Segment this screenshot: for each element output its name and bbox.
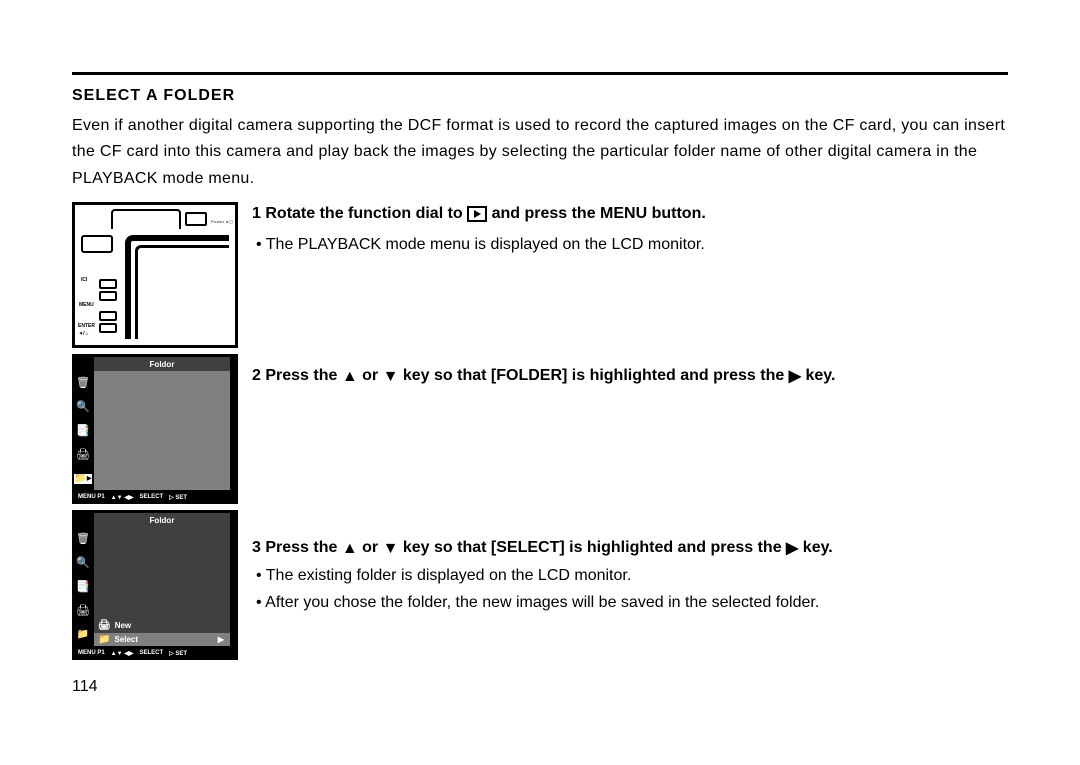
lcd1-bottom-bar: MENU P1 ▲▼ ◀▶ SELECT ▷ SET bbox=[74, 492, 236, 502]
step-2: 2 Press the ▲ or ▼ key so that [FOLDER] … bbox=[252, 364, 1008, 520]
steps-column: 1 Rotate the function dial to and press … bbox=[252, 202, 1008, 660]
enter-label: ENTER bbox=[78, 323, 95, 329]
up-arrow-icon: ▲ bbox=[342, 537, 358, 562]
print-icon: 🖨 bbox=[76, 606, 90, 617]
enter2-label: ✦/☼ bbox=[79, 331, 89, 337]
illustration-column: Power ▸▢ ICI MENU ENTER ✦/☼ Foldor 🗑 🔍 bbox=[72, 202, 238, 660]
lcd1-title: Foldor bbox=[94, 357, 230, 371]
step-1-bullet-1: The PLAYBACK mode menu is displayed on t… bbox=[252, 233, 1008, 258]
intro-paragraph: Even if another digital camera supportin… bbox=[72, 113, 1008, 192]
down-arrow-icon: ▼ bbox=[383, 537, 399, 562]
right-arrow-icon: ▶ bbox=[789, 365, 801, 390]
lcd2-arrows-label: ▲▼ ◀▶ bbox=[111, 650, 134, 657]
multi-icon: 📑 bbox=[76, 426, 90, 437]
lcd2-title: Foldor bbox=[94, 513, 230, 527]
zoom-icon: 🔍 bbox=[76, 402, 90, 413]
down-arrow-icon: ▼ bbox=[383, 365, 399, 390]
lcd2-side-icons: 🗑 🔍 📑 🖨 📁 bbox=[74, 527, 92, 646]
right-arrow-icon: ▶ bbox=[786, 537, 798, 562]
lcd1-panel bbox=[94, 371, 230, 490]
step-3-heading: 3 Press the ▲ or ▼ key so that [SELECT] … bbox=[252, 536, 1008, 562]
step-1-heading: 1 Rotate the function dial to and press … bbox=[252, 202, 1008, 231]
lcd1-arrows-label: ▲▼ ◀▶ bbox=[111, 494, 134, 501]
step-3-bullet-1: The existing folder is displayed on the … bbox=[252, 564, 1008, 589]
lcd2-bottom-bar: MENU P1 ▲▼ ◀▶ SELECT ▷ SET bbox=[74, 648, 236, 658]
lcd1-menu-label: MENU P1 bbox=[78, 494, 105, 500]
lcd-screen-1: Foldor 🗑 🔍 📑 🖨 📁▸ MENU P1 ▲▼ ◀▶ SELECT ▷… bbox=[72, 354, 238, 504]
multi-icon: 📑 bbox=[76, 582, 90, 593]
up-arrow-icon: ▲ bbox=[342, 365, 358, 390]
step-3: 3 Press the ▲ or ▼ key so that [SELECT] … bbox=[252, 536, 1008, 615]
playback-icon bbox=[467, 206, 487, 231]
lcd-screen-2: Foldor 🗑 🔍 📑 🖨 📁 🖨 New 📁 Select ▶ bbox=[72, 510, 238, 660]
power-label: Power ▸▢ bbox=[211, 219, 237, 226]
section-title: SELECT A FOLDER bbox=[72, 87, 1008, 105]
lcd1-set-label: ▷ SET bbox=[169, 494, 187, 501]
camera-illustration: Power ▸▢ ICI MENU ENTER ✦/☼ bbox=[72, 202, 238, 348]
step-2-heading: 2 Press the ▲ or ▼ key so that [FOLDER] … bbox=[252, 364, 1008, 390]
lcd1-side-icons: 🗑 🔍 📑 🖨 📁▸ bbox=[74, 371, 92, 490]
folder-icon: 📁 bbox=[77, 630, 89, 640]
lcd2-select-label: SELECT bbox=[139, 650, 163, 656]
lcd1-select-label: SELECT bbox=[139, 494, 163, 500]
folder-icon: 📁▸ bbox=[74, 474, 92, 484]
ici-label: ICI bbox=[81, 277, 87, 283]
trash-icon: 🗑 bbox=[76, 378, 90, 389]
lcd2-row-new: 🖨 New bbox=[94, 619, 230, 632]
step-1: 1 Rotate the function dial to and press … bbox=[252, 202, 1008, 348]
step-3-bullet-2: After you chose the folder, the new imag… bbox=[252, 591, 1008, 616]
horizontal-rule bbox=[72, 72, 1008, 75]
print-icon: 🖨 bbox=[76, 450, 90, 461]
lcd2-row-select: 📁 Select ▶ bbox=[94, 633, 230, 646]
trash-icon: 🗑 bbox=[76, 534, 90, 545]
lcd2-set-label: ▷ SET bbox=[169, 650, 187, 657]
menu-label: MENU bbox=[79, 302, 94, 308]
zoom-icon: 🔍 bbox=[76, 558, 90, 569]
page-number: 114 bbox=[72, 678, 1008, 696]
lcd2-menu-label: MENU P1 bbox=[78, 650, 105, 656]
